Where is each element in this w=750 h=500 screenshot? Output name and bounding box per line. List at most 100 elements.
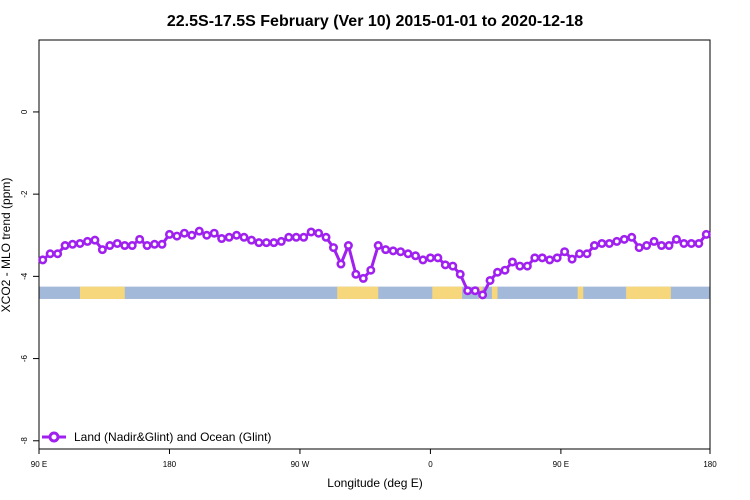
- land-segment: [626, 286, 671, 299]
- data-point: [194, 226, 204, 236]
- data-point: [232, 230, 242, 240]
- data-point: [597, 238, 607, 248]
- data-point: [545, 255, 555, 265]
- land-segment: [80, 286, 125, 299]
- x-tick-label: 90 W: [291, 460, 310, 469]
- data-point: [336, 259, 346, 269]
- land-segment: [577, 286, 584, 299]
- x-axis-label: Longitude (deg E): [327, 476, 422, 490]
- y-axis-label: XCO2 - MLO trend (ppm): [0, 178, 13, 313]
- data-point: [75, 238, 85, 248]
- data-point: [105, 241, 115, 251]
- data-point: [276, 236, 286, 246]
- data-point: [291, 232, 301, 242]
- data-point: [575, 249, 585, 259]
- y-axis: 0 -2 -4 -6 -8: [20, 109, 39, 444]
- land-segment: [491, 286, 498, 299]
- y-tick-label: -4: [20, 272, 29, 280]
- data-point: [45, 249, 55, 259]
- data-point: [209, 228, 219, 238]
- data-point: [485, 275, 495, 285]
- data-point: [463, 286, 473, 296]
- data-point: [589, 241, 599, 251]
- series-group: [38, 226, 711, 300]
- data-point: [612, 236, 622, 246]
- data-point: [448, 261, 458, 271]
- data-point: [686, 238, 696, 248]
- data-point: [164, 229, 174, 239]
- data-point: [440, 260, 450, 270]
- data-point: [328, 243, 338, 253]
- plot-frame: [38, 39, 711, 450]
- data-point: [351, 269, 361, 279]
- data-point: [343, 241, 353, 251]
- data-point: [321, 232, 331, 242]
- data-point: [187, 230, 197, 240]
- data-point: [388, 246, 398, 256]
- data-point: [500, 265, 510, 275]
- data-point: [515, 261, 525, 271]
- data-point: [470, 286, 480, 296]
- data-point: [224, 232, 234, 242]
- data-point: [664, 241, 674, 251]
- data-point: [202, 230, 212, 240]
- data-point: [507, 257, 517, 267]
- data-point: [522, 261, 532, 271]
- data-point: [657, 241, 667, 251]
- data-point: [627, 232, 637, 242]
- data-point: [82, 236, 92, 246]
- data-point: [455, 269, 465, 279]
- data-point: [552, 253, 562, 263]
- data-point: [642, 241, 652, 251]
- data-point: [142, 241, 152, 251]
- data-point: [366, 265, 376, 275]
- data-point: [358, 273, 368, 283]
- data-point: [418, 255, 428, 265]
- data-point: [150, 239, 160, 249]
- data-point: [269, 238, 279, 248]
- land-segment: [432, 286, 463, 299]
- data-point: [619, 234, 629, 244]
- land-ocean-band: [39, 286, 710, 299]
- data-point: [567, 254, 577, 264]
- data-point: [246, 235, 256, 245]
- data-point: [530, 253, 540, 263]
- data-point: [299, 232, 309, 242]
- data-point: [396, 247, 406, 257]
- data-point: [97, 245, 107, 255]
- data-point: [701, 229, 711, 239]
- data-point: [217, 234, 227, 244]
- x-tick-label: 90 E: [553, 460, 569, 469]
- data-point: [493, 267, 503, 277]
- data-point: [157, 239, 167, 249]
- x-tick-label: 180: [163, 460, 177, 469]
- data-point: [679, 238, 689, 248]
- data-point: [433, 253, 443, 263]
- x-tick-label: 0: [428, 460, 433, 469]
- data-point: [112, 238, 122, 248]
- data-point: [172, 231, 182, 241]
- data-point: [90, 235, 100, 245]
- data-point: [634, 243, 644, 253]
- data-point: [671, 234, 681, 244]
- data-point: [261, 238, 271, 248]
- data-point: [53, 249, 63, 259]
- data-point: [560, 247, 570, 257]
- x-tick-label: 90 E: [31, 460, 47, 469]
- data-point: [604, 238, 614, 248]
- data-point: [306, 227, 316, 237]
- data-point: [537, 253, 547, 263]
- data-point: [403, 249, 413, 259]
- data-point: [179, 228, 189, 238]
- x-tick-label: 180: [703, 460, 717, 469]
- land-segment: [337, 286, 379, 299]
- data-point: [120, 241, 130, 251]
- data-point: [411, 251, 421, 261]
- data-point: [135, 234, 145, 244]
- data-point: [68, 239, 78, 249]
- y-tick-label: 0: [20, 109, 29, 114]
- data-point: [425, 253, 435, 263]
- data-point: [694, 238, 704, 248]
- data-point: [373, 241, 383, 251]
- data-point: [284, 232, 294, 242]
